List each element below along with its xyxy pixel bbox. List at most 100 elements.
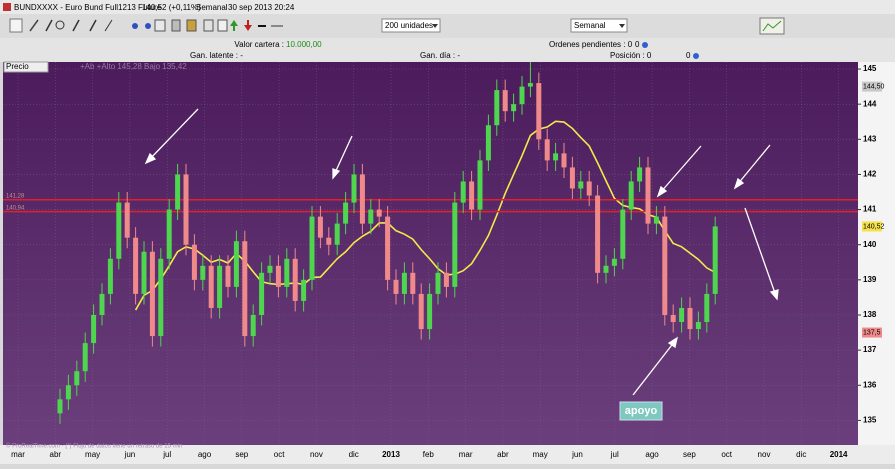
x-tick-label: oct [721, 450, 732, 459]
price-label-box [3, 61, 49, 73]
pending-value: 0 [635, 40, 640, 49]
x-tick-label: ago [198, 450, 212, 459]
moving-average [134, 120, 716, 311]
x-tick-label: jul [610, 450, 619, 459]
candle-body [527, 83, 533, 87]
candle-body [82, 343, 88, 372]
candle-body [695, 322, 701, 330]
y-tick-label: 136 [863, 380, 877, 389]
candle-body [99, 293, 105, 315]
y-tick-label: 143 [863, 134, 877, 143]
units-select-text: 200 unidades [385, 21, 433, 30]
candle-body [502, 90, 508, 112]
candle-body [233, 241, 239, 287]
position-icon[interactable] [693, 53, 699, 59]
x-tick-label: mar [11, 450, 25, 459]
timeframe-select[interactable] [570, 18, 628, 33]
candle-body [267, 265, 273, 273]
candle-body [275, 265, 281, 287]
candle-body [74, 371, 80, 386]
chart-title: Precio [6, 62, 29, 71]
time-axis [0, 445, 895, 464]
candle-body [653, 216, 659, 224]
candle-body [611, 258, 617, 266]
y-tick-label: 142 [863, 170, 877, 179]
y-tick-label: 137 [863, 345, 877, 354]
candle-body [91, 314, 97, 344]
candle-body [133, 237, 139, 294]
window-title: BUNDXXXX - Euro Bund Full1213 Future [14, 3, 162, 12]
candle-body [645, 167, 651, 224]
select-arrow [619, 24, 625, 28]
units-select[interactable] [381, 18, 441, 33]
pending-icon[interactable] [642, 42, 648, 48]
candle-body [511, 104, 517, 112]
candle-body [57, 399, 63, 414]
candle-body [343, 202, 349, 224]
price-tag [862, 327, 882, 338]
candle-body [687, 307, 693, 330]
candle-body [410, 272, 416, 294]
portfolio-label: Valor cartera : [234, 40, 284, 49]
y-tick-label: 135 [863, 416, 877, 425]
window-datetime: 30 sep 2013 20:24 [228, 3, 295, 12]
candle-body [561, 153, 567, 168]
x-tick-label: ago [645, 450, 659, 459]
x-tick-label: jul [162, 450, 171, 459]
x-tick-label: dic [796, 450, 806, 459]
candle-body [292, 258, 298, 301]
select-arrow [432, 24, 438, 28]
candle-body [401, 272, 407, 294]
candle-body [662, 216, 668, 315]
candle-body [217, 265, 223, 308]
app-icon [3, 3, 11, 11]
candle-body [393, 279, 399, 294]
x-tick-label: jun [571, 450, 583, 459]
annotation-arrows [144, 108, 779, 396]
x-tick-label: sep [683, 450, 696, 459]
candle-body [620, 209, 626, 259]
candle-body [309, 216, 315, 280]
candle-body [359, 174, 365, 224]
chart-background [3, 62, 858, 445]
toolbar-icons[interactable] [9, 17, 785, 35]
x-tick-label: sep [235, 450, 248, 459]
title-bar [0, 0, 895, 14]
x-tick-label: may [85, 450, 100, 459]
candle-body [242, 241, 248, 337]
candle-body [494, 90, 500, 126]
candle-body [578, 181, 584, 189]
price-tag-label: 140,52 [863, 223, 885, 230]
candle-body [603, 265, 609, 273]
x-tick-label: oct [274, 450, 285, 459]
candle-body [704, 293, 710, 323]
candle-body [158, 258, 164, 337]
level-label: 141,28 [6, 193, 25, 199]
candle-body [284, 258, 290, 287]
y-tick-label: 139 [863, 275, 877, 284]
pending-label: Ordenes pendientes : 0 [549, 40, 633, 49]
candle-body [65, 385, 71, 400]
candle-body [317, 216, 323, 238]
candle-body [452, 202, 458, 287]
candle-body [326, 237, 332, 245]
candle-body [124, 202, 130, 238]
day-label: Gan. día : - [420, 51, 460, 60]
x-tick-label: may [533, 450, 548, 459]
candle-body [477, 160, 483, 210]
x-tick-label: feb [423, 450, 435, 459]
window-period: Semanal [196, 3, 228, 12]
candle-body [166, 209, 172, 259]
candle-body [460, 181, 466, 203]
position-label: Posición : 0 [610, 51, 652, 60]
y-tick-label: 138 [863, 310, 877, 319]
candle-body [200, 265, 206, 280]
candle-body [376, 209, 382, 217]
candle-body [637, 167, 643, 182]
price-tag-label: 144,50 [863, 83, 885, 90]
candle-body [519, 86, 525, 105]
candle-body [368, 209, 374, 224]
x-tick-label: dic [349, 450, 359, 459]
annotation-box [619, 401, 663, 421]
